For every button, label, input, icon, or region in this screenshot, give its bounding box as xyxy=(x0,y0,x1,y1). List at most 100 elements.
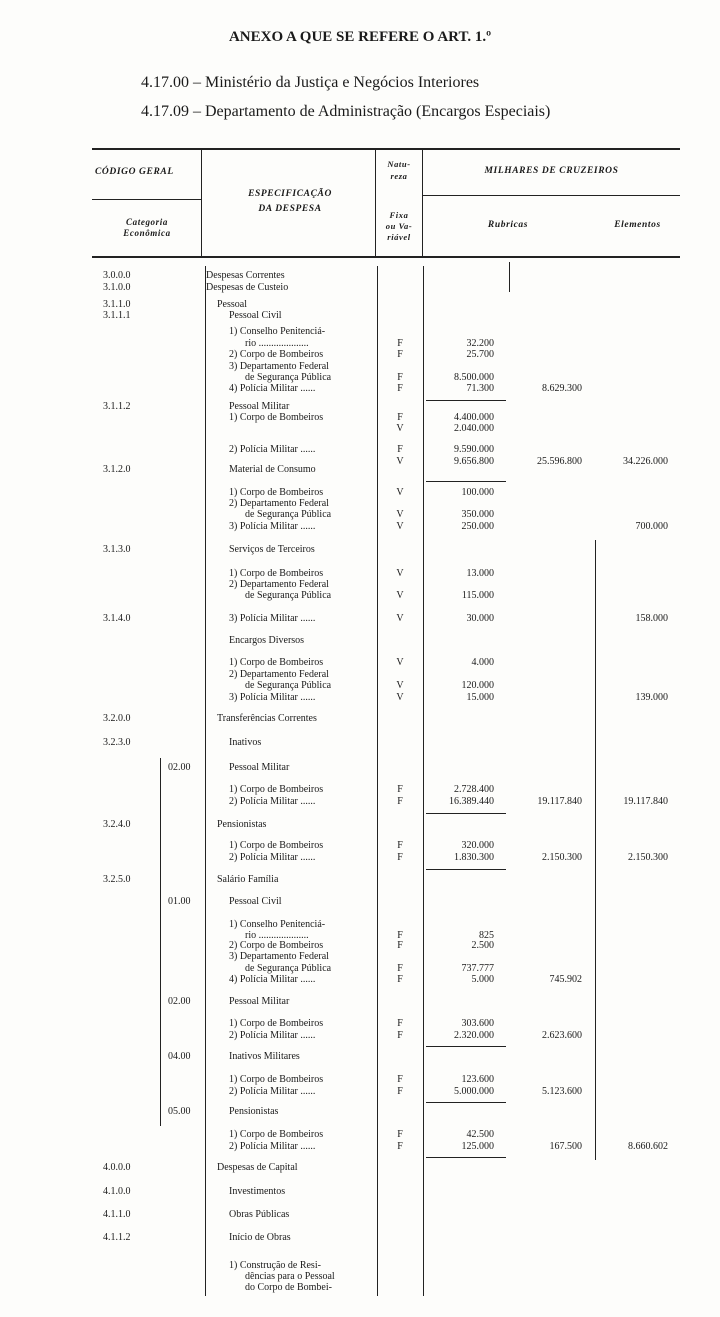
nature: F xyxy=(397,349,403,360)
specification: 1) Construção de Resi- xyxy=(229,1260,321,1271)
rule xyxy=(423,266,424,1296)
specification: rio .................... xyxy=(245,930,309,941)
specification: Pensionistas xyxy=(217,819,267,830)
rubric-value: 8.500.000 xyxy=(454,372,494,383)
column-header: Categoria xyxy=(126,217,168,227)
nature: F xyxy=(397,1074,403,1085)
total-rule xyxy=(426,1046,506,1047)
nature: V xyxy=(396,680,404,691)
rubric-value: 32.200 xyxy=(466,338,495,349)
category-item: 02.00 xyxy=(168,762,191,773)
rubric-value: 737.777 xyxy=(461,963,495,974)
specification: Inativos xyxy=(229,737,262,748)
nature: V xyxy=(396,692,404,703)
nature: F xyxy=(397,412,403,423)
element-value: 700.000 xyxy=(635,521,669,532)
nature: F xyxy=(397,784,403,795)
rule xyxy=(92,199,201,200)
specification: Material de Consumo xyxy=(229,464,316,475)
code: 3.1.1.0 xyxy=(103,299,131,310)
rubric-value: 350.000 xyxy=(461,509,495,520)
specification: Pensionistas xyxy=(229,1106,279,1117)
nature: F xyxy=(397,372,403,383)
specification: 1) Corpo de Bombeiros xyxy=(229,1074,324,1085)
total-rule xyxy=(426,481,506,482)
total-rule xyxy=(426,869,506,870)
rubric-value: 30.000 xyxy=(466,613,495,624)
total-rule xyxy=(426,400,506,401)
nature: V xyxy=(396,590,404,601)
nature: F xyxy=(397,852,403,863)
code: 3.2.4.0 xyxy=(103,819,131,830)
specification: 2) Corpo de Bombeiros xyxy=(229,349,324,360)
subtotal-value: 25.596.800 xyxy=(537,456,582,467)
nature: F xyxy=(397,1030,403,1041)
column-header: Rubricas xyxy=(487,220,529,230)
category-item: 01.00 xyxy=(168,896,191,907)
nature: V xyxy=(396,487,404,498)
total-rule xyxy=(426,1102,506,1103)
code: 3.1.0.0 xyxy=(103,282,131,293)
annex-title: ANEXO A QUE SE REFERE O ART. 1.º xyxy=(228,29,492,45)
specification: 2) Polícia Militar ...... xyxy=(229,852,316,863)
subtotal-value: 2.150.300 xyxy=(542,852,582,863)
column-header: CÓDIGO GERAL xyxy=(95,167,174,177)
specification: 2) Polícia Militar ...... xyxy=(229,1086,316,1097)
rubric-value: 115.000 xyxy=(461,590,494,601)
subtotal-value: 745.902 xyxy=(549,974,583,985)
specification: Despesas de Capital xyxy=(217,1162,298,1173)
specification: 3) Polícia Militar ...... xyxy=(229,613,316,624)
specification: Pessoal Militar xyxy=(229,401,290,412)
specification: Despesas Correntes xyxy=(206,270,285,281)
column-header: Natu- xyxy=(387,159,411,169)
specification: 1) Corpo de Bombeiros xyxy=(229,568,324,579)
nature: F xyxy=(397,840,403,851)
specification: 3) Polícia Militar ...... xyxy=(229,521,316,532)
ministry-line: 4.17.00 – Ministério da Justiça e Negóci… xyxy=(141,74,480,91)
code: 3.0.0.0 xyxy=(103,270,131,281)
specification: Pessoal Civil xyxy=(229,310,282,321)
column-header: Fixa xyxy=(389,210,409,220)
column-header: ou Va- xyxy=(385,221,413,231)
rubric-value: 125.000 xyxy=(461,1141,495,1152)
nature: V xyxy=(396,456,404,467)
rubric-value: 4.400.000 xyxy=(454,412,494,423)
column-header: DA DESPESA xyxy=(258,204,322,214)
specification: Pessoal Militar xyxy=(229,996,290,1007)
rubric-value: 120.000 xyxy=(461,680,495,691)
code: 3.2.3.0 xyxy=(103,737,131,748)
rubric-value: 9.590.000 xyxy=(454,444,494,455)
total-rule xyxy=(426,1157,506,1158)
subtotal-value: 2.623.600 xyxy=(542,1030,582,1041)
specification: 3) Polícia Militar ...... xyxy=(229,692,316,703)
rubric-value: 2.500 xyxy=(471,940,495,951)
code: 3.1.4.0 xyxy=(103,613,131,624)
rubric-value: 100.000 xyxy=(461,487,495,498)
category-item: 04.00 xyxy=(168,1051,191,1062)
nature: F xyxy=(397,940,403,951)
code: 3.2.5.0 xyxy=(103,874,131,885)
column-header: Elementos xyxy=(614,220,661,230)
rubric-value: 5.000.000 xyxy=(454,1086,494,1097)
nature: F xyxy=(397,1018,403,1029)
specification: 2) Departamento Federal xyxy=(229,498,329,509)
rubric-value: 250.000 xyxy=(461,521,495,532)
code: 3.2.0.0 xyxy=(103,713,131,724)
rule xyxy=(205,266,206,1296)
column-header: riável xyxy=(387,232,411,242)
code: 4.1.0.0 xyxy=(103,1186,131,1197)
element-value: 139.000 xyxy=(635,692,669,703)
column-header: Econômica xyxy=(123,228,171,238)
rubric-value: 16.389.440 xyxy=(449,796,494,807)
specification: 4) Polícia Militar ...... xyxy=(229,974,316,985)
specification: 4) Polícia Militar ...... xyxy=(229,383,316,394)
category-item: 05.00 xyxy=(168,1106,191,1117)
specification: 3) Departamento Federal xyxy=(229,951,329,962)
nature: V xyxy=(396,509,404,520)
rubric-value: 9.656.800 xyxy=(454,456,494,467)
element-value: 8.660.602 xyxy=(628,1141,668,1152)
specification: de Segurança Pública xyxy=(245,680,332,691)
specification: 2) Polícia Militar ...... xyxy=(229,1030,316,1041)
rubric-value: 2.040.000 xyxy=(454,423,494,434)
